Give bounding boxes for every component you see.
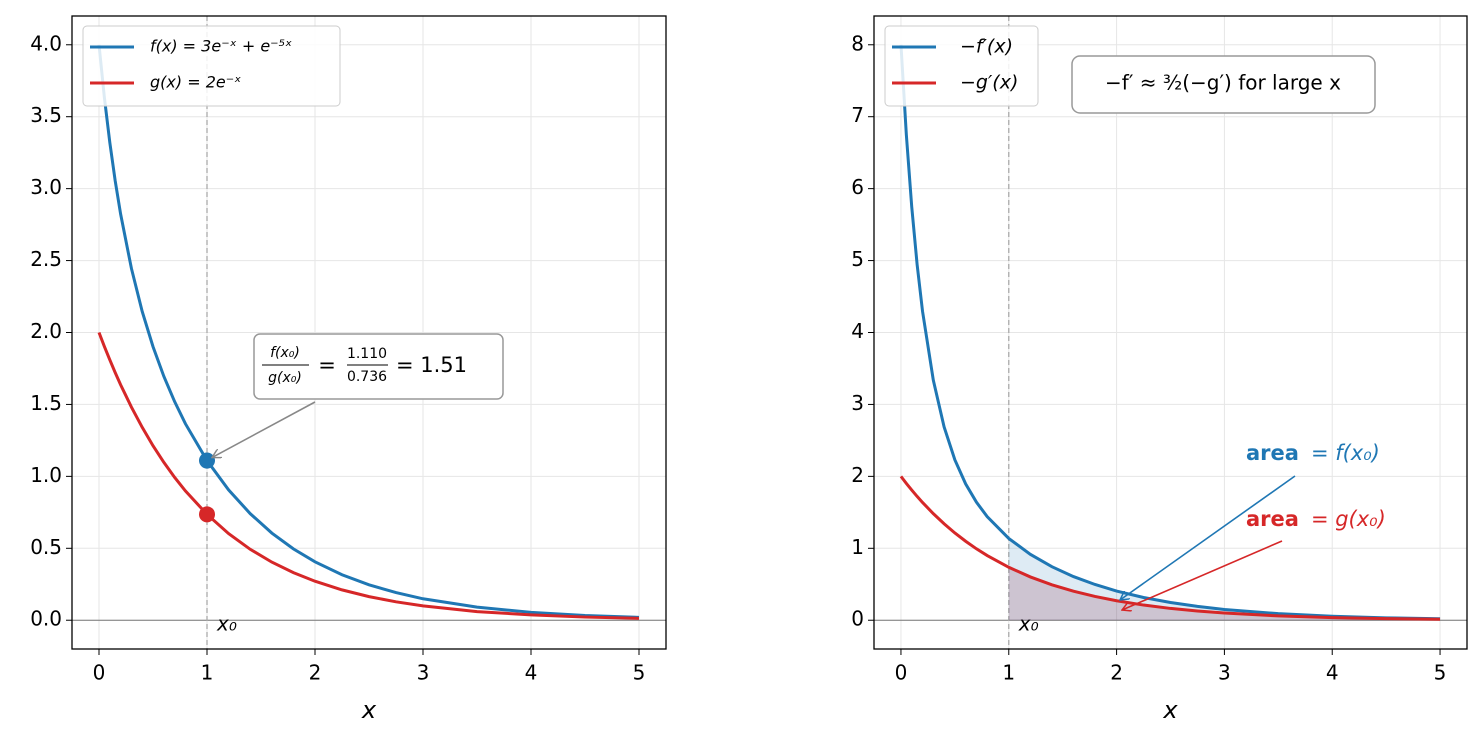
point-marker [199, 452, 215, 469]
x-tick-label: 2 [309, 661, 322, 685]
y-tick-label: 4 [851, 319, 864, 343]
note-text: −f′ ≈ ³⁄₂(−g′) for large x [1105, 71, 1341, 95]
x-axis-label: x [1162, 696, 1178, 724]
annotation-text: 1.110 [347, 346, 387, 362]
x-tick-label: 5 [633, 661, 646, 685]
area-label-text: = f(x₀) [1311, 441, 1380, 465]
axes-frame [71, 15, 667, 650]
line [899, 44, 1441, 621]
y-tick-label: 3.0 [30, 175, 62, 199]
area-arrow [1120, 475, 1296, 600]
annotation-text: = [318, 353, 336, 377]
x-tick-label: 4 [1326, 661, 1339, 685]
line [97, 331, 640, 620]
legend-label: f(x) = 3e⁻ˣ + e⁻⁵ˣ [150, 37, 292, 56]
area-label-bold: area [1246, 441, 1299, 465]
line [97, 44, 640, 619]
shaded-area [1008, 567, 1441, 621]
y-tick-label: 1.5 [30, 391, 62, 415]
area-arrow [1122, 540, 1283, 610]
y-tick-label: 3.5 [30, 103, 62, 127]
y-tick-label: 8 [851, 31, 864, 55]
x-tick-label: 3 [1218, 661, 1231, 685]
y-tick-label: 1 [851, 535, 864, 559]
area-label-text: = g(x₀) [1311, 507, 1386, 531]
legend-label: −g′(x) [960, 72, 1018, 94]
annotation-text: = 1.51 [396, 353, 467, 377]
annotation-text: f(x₀) [270, 345, 300, 361]
x-tick-label: 5 [1434, 661, 1447, 685]
x-tick-label: 4 [525, 661, 538, 685]
area-label-bold: area [1246, 507, 1299, 531]
y-tick-label: 4.0 [30, 31, 62, 55]
y-tick-label: 2 [851, 463, 864, 487]
y-tick-label: 0.0 [30, 607, 62, 631]
area-label: area = f(x₀) [1246, 441, 1380, 465]
x-tick-label: 1 [201, 661, 214, 685]
annotation-box [253, 333, 504, 400]
note-box [1071, 55, 1376, 114]
annotation-arrow [212, 401, 316, 458]
area-label: area = g(x₀) [1246, 507, 1386, 531]
x-tick-label: 0 [93, 661, 106, 685]
annotation-text: g(x₀) [268, 370, 302, 386]
axes-frame [873, 15, 1468, 650]
y-tick-label: 3 [851, 391, 864, 415]
line [899, 475, 1441, 621]
y-tick-label: 2.5 [30, 247, 62, 271]
x-tick-label: 1 [1002, 661, 1015, 685]
legend-box [82, 25, 341, 107]
y-tick-label: 2.0 [30, 319, 62, 343]
legend-label: −f′(x) [960, 36, 1013, 58]
x-tick-label: 3 [417, 661, 430, 685]
x-tick-label: 2 [1110, 661, 1123, 685]
y-tick-label: 6 [851, 175, 864, 199]
annotation-text: 0.736 [347, 369, 387, 385]
x-tick-label: 0 [895, 661, 908, 685]
y-tick-label: 0.5 [30, 535, 62, 559]
y-tick-label: 7 [851, 103, 864, 127]
legend-label: g(x) = 2e⁻ˣ [150, 73, 241, 92]
y-tick-label: 0 [851, 607, 864, 631]
y-tick-label: 5 [851, 247, 864, 271]
x0-label: x₀ [216, 612, 237, 636]
point-marker [199, 506, 215, 523]
x0-label: x₀ [1018, 612, 1039, 636]
x-axis-label: x [361, 696, 377, 724]
y-tick-label: 1.0 [30, 463, 62, 487]
